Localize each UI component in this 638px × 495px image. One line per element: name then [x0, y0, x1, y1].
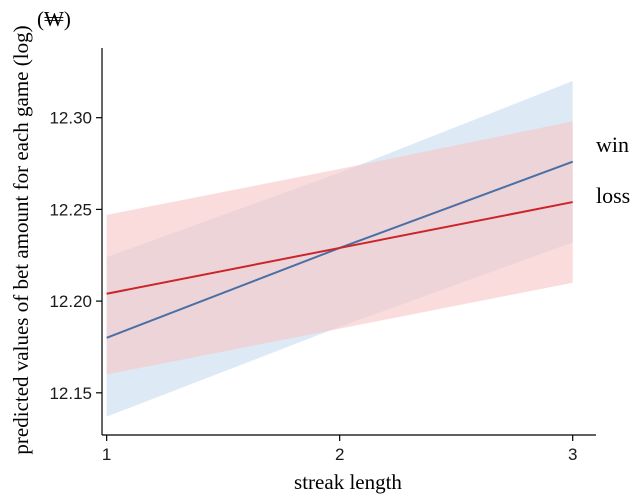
unit-label: (₩) [37, 7, 71, 31]
y-tick-label: 12.20 [49, 292, 92, 311]
x-axis-label: streak length [294, 470, 402, 494]
x-tick-label: 1 [102, 445, 111, 464]
y-axis-label: predicted values of bet amount for each … [9, 25, 33, 454]
series-label-win: win [596, 132, 629, 157]
series-lines [106, 160, 574, 339]
y-tick-label: 12.25 [49, 200, 92, 219]
y-tick-label: 12.30 [49, 109, 92, 128]
y-ticks: 12.15 12.20 12.25 12.30 [49, 109, 102, 403]
x-ticks: 1 2 3 [102, 435, 577, 464]
x-tick-label: 3 [568, 445, 577, 464]
line-loss [106, 201, 573, 295]
x-tick-label: 2 [335, 445, 344, 464]
series-labels: win loss [596, 132, 630, 208]
y-tick-label: 12.15 [49, 384, 92, 403]
series-label-loss: loss [596, 183, 630, 208]
